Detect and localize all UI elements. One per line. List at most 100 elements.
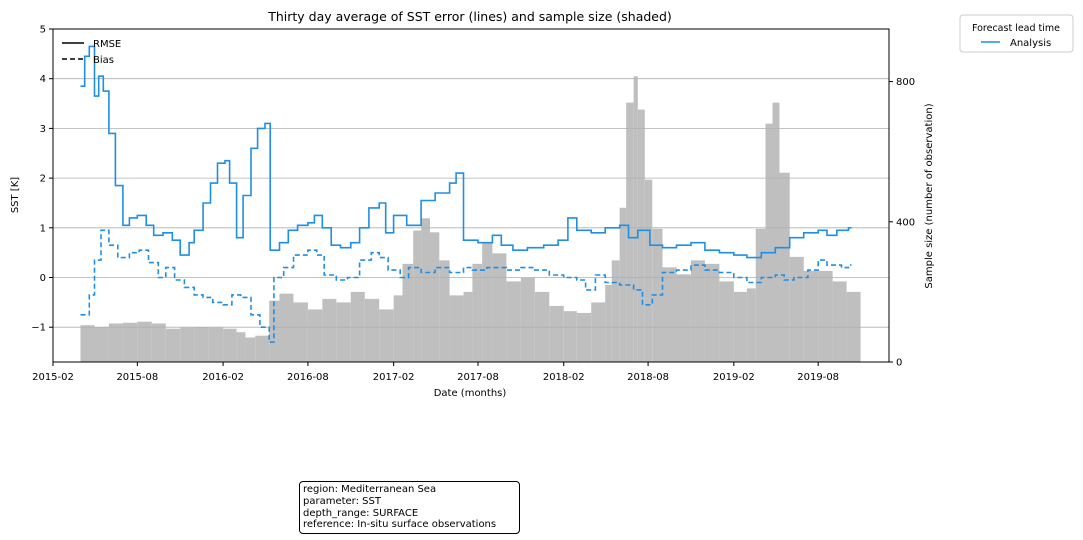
sample-size-bar <box>393 295 403 362</box>
y-tick-label: 2 <box>40 174 46 185</box>
plot-frame <box>52 28 890 363</box>
x-tick-label: 2016-02 <box>202 372 244 383</box>
sample-size-bar <box>626 102 634 362</box>
sample-size-bar <box>611 260 620 362</box>
sample-size-bar <box>413 230 422 362</box>
sample-size-bar <box>591 302 606 362</box>
sample-size-bar <box>520 277 535 362</box>
sample-size-bar <box>165 328 181 362</box>
sample-size-bar <box>676 274 691 362</box>
y2-tick-label: 800 <box>896 77 915 88</box>
x-tick-label: 2017-02 <box>373 372 415 383</box>
sample-size-bar <box>439 260 450 362</box>
x-tick-label: 2018-08 <box>627 372 669 383</box>
sample-size-bar <box>336 302 351 362</box>
sample-size-bar <box>265 335 270 362</box>
x-tick-label: 2019-08 <box>797 372 839 383</box>
axis-ticks: 5 4 3 2 1 0 −1 800 400 0 2015-02 2015-08 2016-02 2016… <box>31 25 915 384</box>
color-legend-title: Forecast lead time <box>972 23 1060 34</box>
sample-size-bar <box>637 109 645 362</box>
sample-size-bar <box>94 326 109 362</box>
sample-size-bar <box>549 305 564 362</box>
info-parameter: parameter: SST <box>303 495 381 507</box>
sample-size-bar <box>194 326 209 362</box>
sample-size-bar <box>765 123 773 362</box>
x-tick-label: 2017-08 <box>457 372 499 383</box>
sample-size-bar <box>236 332 246 362</box>
sample-size-bar <box>832 281 847 362</box>
sample-size-bar <box>122 322 138 362</box>
sample-size-bar <box>180 327 195 362</box>
sample-size-bar <box>605 284 612 362</box>
sample-size-bars <box>80 76 861 363</box>
sample-size-bar <box>704 263 720 362</box>
sample-size-bar <box>364 298 380 362</box>
legend-rmse-label: RMSE <box>93 39 121 50</box>
sample-size-bar <box>208 327 224 362</box>
series-line-bias <box>80 229 852 343</box>
y-tick-label: 0 <box>40 273 46 284</box>
sample-size-bar <box>779 172 790 362</box>
sample-size-bar <box>269 300 280 362</box>
sample-size-bar <box>279 293 294 362</box>
sample-size-bar <box>662 267 677 362</box>
y2-tick-label: 400 <box>896 217 915 228</box>
sample-size-bar <box>818 270 833 362</box>
sample-size-bar <box>429 232 440 362</box>
y-axis-label: SST [K] <box>10 177 21 213</box>
info-reference: reference: In-situ surface observations <box>303 519 497 531</box>
y-tick-label: −1 <box>31 323 46 334</box>
sample-size-bar <box>576 312 592 362</box>
sample-size-bar <box>402 263 414 362</box>
y-tick-label: 3 <box>40 124 46 135</box>
sample-size-bar <box>322 298 337 362</box>
y-tick-label: 5 <box>40 25 46 36</box>
sample-size-bar <box>506 281 521 362</box>
sample-size-bar <box>652 228 663 362</box>
sample-size-bar <box>482 242 493 362</box>
sample-size-bar <box>223 328 237 362</box>
x-tick-label: 2018-02 <box>543 372 585 383</box>
sample-size-bar <box>151 323 166 362</box>
sample-size-bar <box>772 102 780 362</box>
sample-size-bar <box>755 228 766 362</box>
sample-size-bar <box>633 76 638 363</box>
sample-size-bar <box>137 321 152 362</box>
sample-size-bar <box>307 309 323 362</box>
sample-size-bar <box>492 253 507 362</box>
sample-size-bar <box>255 335 266 362</box>
sample-size-bar <box>719 281 734 362</box>
x-axis-label: Date (months) <box>434 388 507 399</box>
y2-tick-label: 0 <box>896 358 902 369</box>
sample-size-bar <box>293 302 308 362</box>
style-legend: RMSE Bias <box>62 39 121 66</box>
chart-title: Thirty day average of SST error (lines) … <box>267 9 672 24</box>
sample-size-bar <box>690 260 705 362</box>
sample-size-bar <box>449 295 464 362</box>
x-tick-label: 2015-08 <box>116 372 158 383</box>
legend-bias-label: Bias <box>93 55 114 66</box>
sample-size-bar <box>803 270 819 362</box>
info-box: region: Mediterranean Sea parameter: SST… <box>299 481 520 535</box>
series-lines <box>80 45 852 343</box>
sample-size-bar <box>563 311 577 362</box>
sample-size-bar <box>644 179 653 362</box>
sample-size-bar <box>245 337 256 362</box>
legend-analysis-label: Analysis <box>1010 38 1051 49</box>
sample-size-bar <box>789 256 804 362</box>
sample-size-bar <box>472 263 483 362</box>
color-legend: Forecast lead time Analysis <box>959 14 1074 53</box>
info-depth-range: depth_range: SURFACE <box>303 507 419 519</box>
sample-size-bar <box>379 309 394 362</box>
y2-axis-label: Sample size (number of observation) <box>924 103 935 288</box>
y-tick-label: 4 <box>40 74 46 85</box>
sample-size-bar <box>746 288 756 362</box>
sample-size-bar <box>421 218 430 362</box>
info-region: region: Mediterranean Sea <box>303 484 437 495</box>
x-tick-label: 2019-02 <box>713 372 755 383</box>
sample-size-bar <box>80 325 95 362</box>
sample-size-bar <box>108 323 123 362</box>
series-line-rmse <box>80 45 852 259</box>
sample-size-bar <box>619 207 627 362</box>
